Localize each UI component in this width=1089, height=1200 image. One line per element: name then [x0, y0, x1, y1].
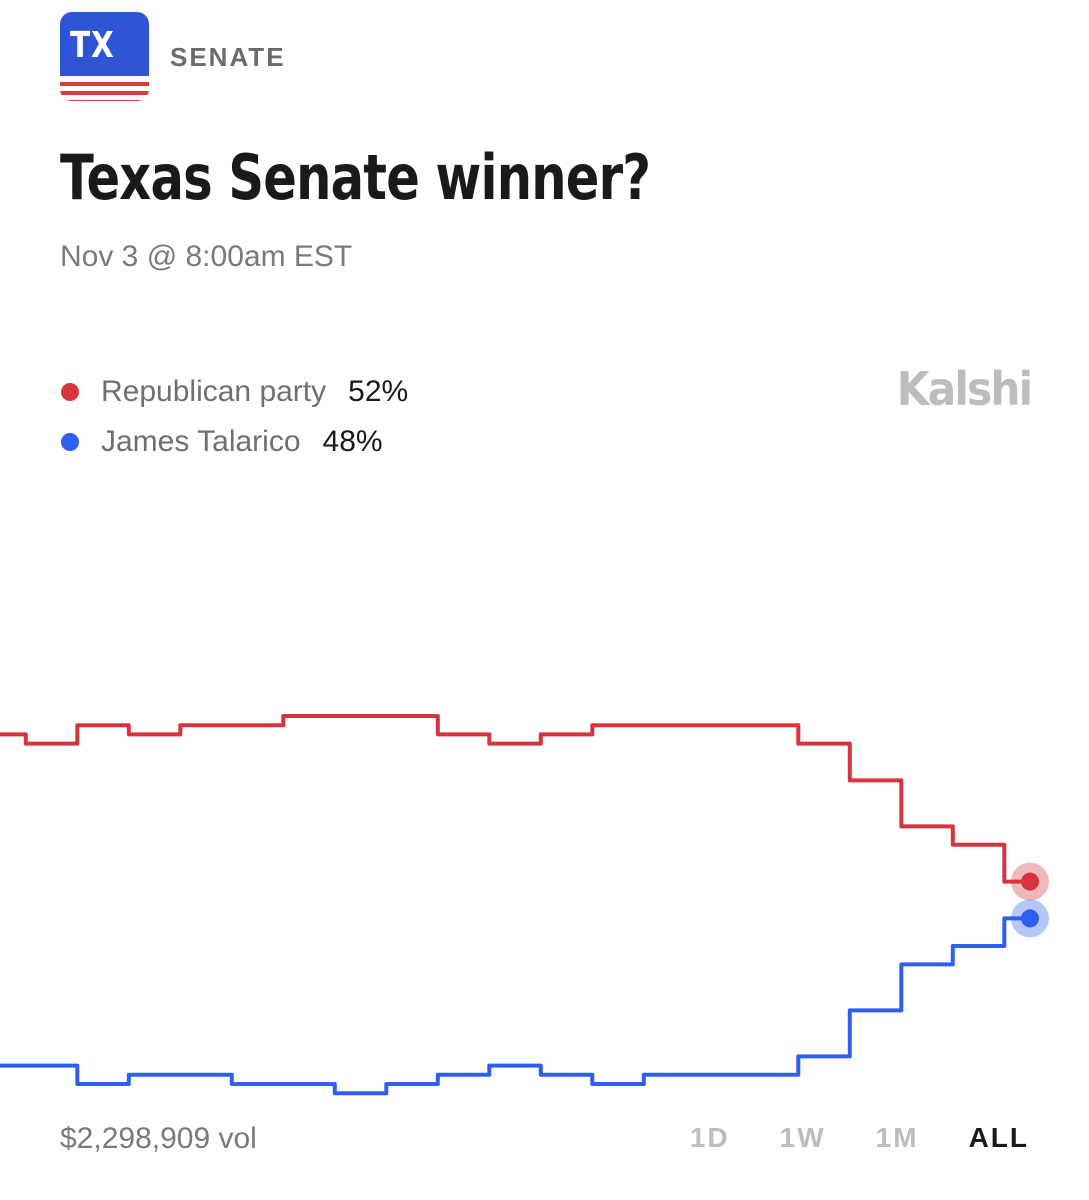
page-title: Texas Senate winner? [60, 141, 651, 214]
range-1w-button[interactable]: 1W [779, 1122, 826, 1153]
legend-value: 48% [322, 425, 383, 458]
range-1m-button[interactable]: 1M [875, 1122, 919, 1153]
category-label: SENATE [170, 42, 286, 72]
volume-label: $2,298,909 vol [60, 1122, 257, 1155]
badge-stripe [60, 91, 149, 95]
endpoint-dot [1021, 909, 1039, 928]
texas-flag-badge: TX [60, 12, 149, 101]
endpoint-dot [1021, 872, 1039, 891]
badge-text: TX [70, 25, 115, 66]
series-line-talarico [0, 916, 1030, 1096]
legend-name: Republican party [101, 375, 327, 408]
legend-item-republican[interactable]: Republican party 52% [60, 372, 408, 412]
legend-dot [61, 383, 79, 401]
price-chart[interactable] [0, 480, 1089, 1100]
legend-name: James Talarico [101, 425, 301, 458]
range-1d-button[interactable]: 1D [689, 1122, 730, 1153]
badge-blue-field [60, 12, 149, 76]
badge-stripe [60, 100, 149, 101]
kalshi-logo: Kalshi [896, 362, 1032, 416]
event-date: Nov 3 @ 8:00am EST [60, 240, 353, 273]
range-selector: 1D 1W 1M ALL [640, 1122, 1029, 1154]
legend-value: 52% [348, 375, 409, 408]
range-all-button[interactable]: ALL [968, 1122, 1029, 1153]
legend-dot [61, 433, 79, 451]
legend-item-talarico[interactable]: James Talarico 48% [60, 422, 383, 462]
badge-stripe [60, 82, 149, 86]
series-line-republican [0, 714, 1030, 884]
